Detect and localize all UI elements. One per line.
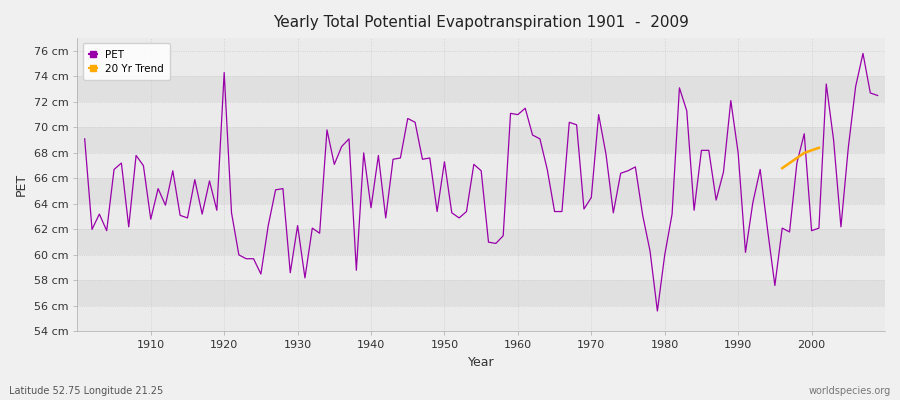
- Bar: [77, 102, 885, 127]
- Y-axis label: PET: PET: [15, 173, 28, 196]
- PET: [79, 136, 90, 141]
- 20 Yr Trend: [791, 156, 802, 160]
- PET: [858, 51, 868, 56]
- 20 Yr Trend: [806, 148, 817, 153]
- X-axis label: Year: Year: [468, 356, 494, 369]
- Line: 20 Yr Trend: 20 Yr Trend: [782, 148, 819, 168]
- PET: [872, 93, 883, 98]
- PET: [600, 152, 611, 156]
- Text: Latitude 52.75 Longitude 21.25: Latitude 52.75 Longitude 21.25: [9, 386, 163, 396]
- Bar: [77, 76, 885, 102]
- PET: [652, 309, 662, 314]
- Bar: [77, 204, 885, 229]
- PET: [138, 163, 148, 168]
- PET: [344, 136, 355, 141]
- Bar: [77, 178, 885, 204]
- Bar: [77, 306, 885, 332]
- PET: [512, 112, 523, 117]
- 20 Yr Trend: [784, 161, 795, 166]
- Line: PET: PET: [85, 54, 878, 311]
- Bar: [77, 51, 885, 76]
- Title: Yearly Total Potential Evapotranspiration 1901  -  2009: Yearly Total Potential Evapotranspiratio…: [274, 15, 689, 30]
- 20 Yr Trend: [777, 166, 788, 170]
- Text: worldspecies.org: worldspecies.org: [809, 386, 891, 396]
- Bar: [77, 153, 885, 178]
- 20 Yr Trend: [814, 145, 824, 150]
- Legend: PET, 20 Yr Trend: PET, 20 Yr Trend: [83, 43, 170, 80]
- PET: [300, 276, 310, 280]
- Bar: [77, 255, 885, 280]
- Bar: [77, 229, 885, 255]
- Bar: [77, 127, 885, 153]
- Bar: [77, 280, 885, 306]
- PET: [505, 111, 516, 116]
- 20 Yr Trend: [799, 150, 810, 155]
